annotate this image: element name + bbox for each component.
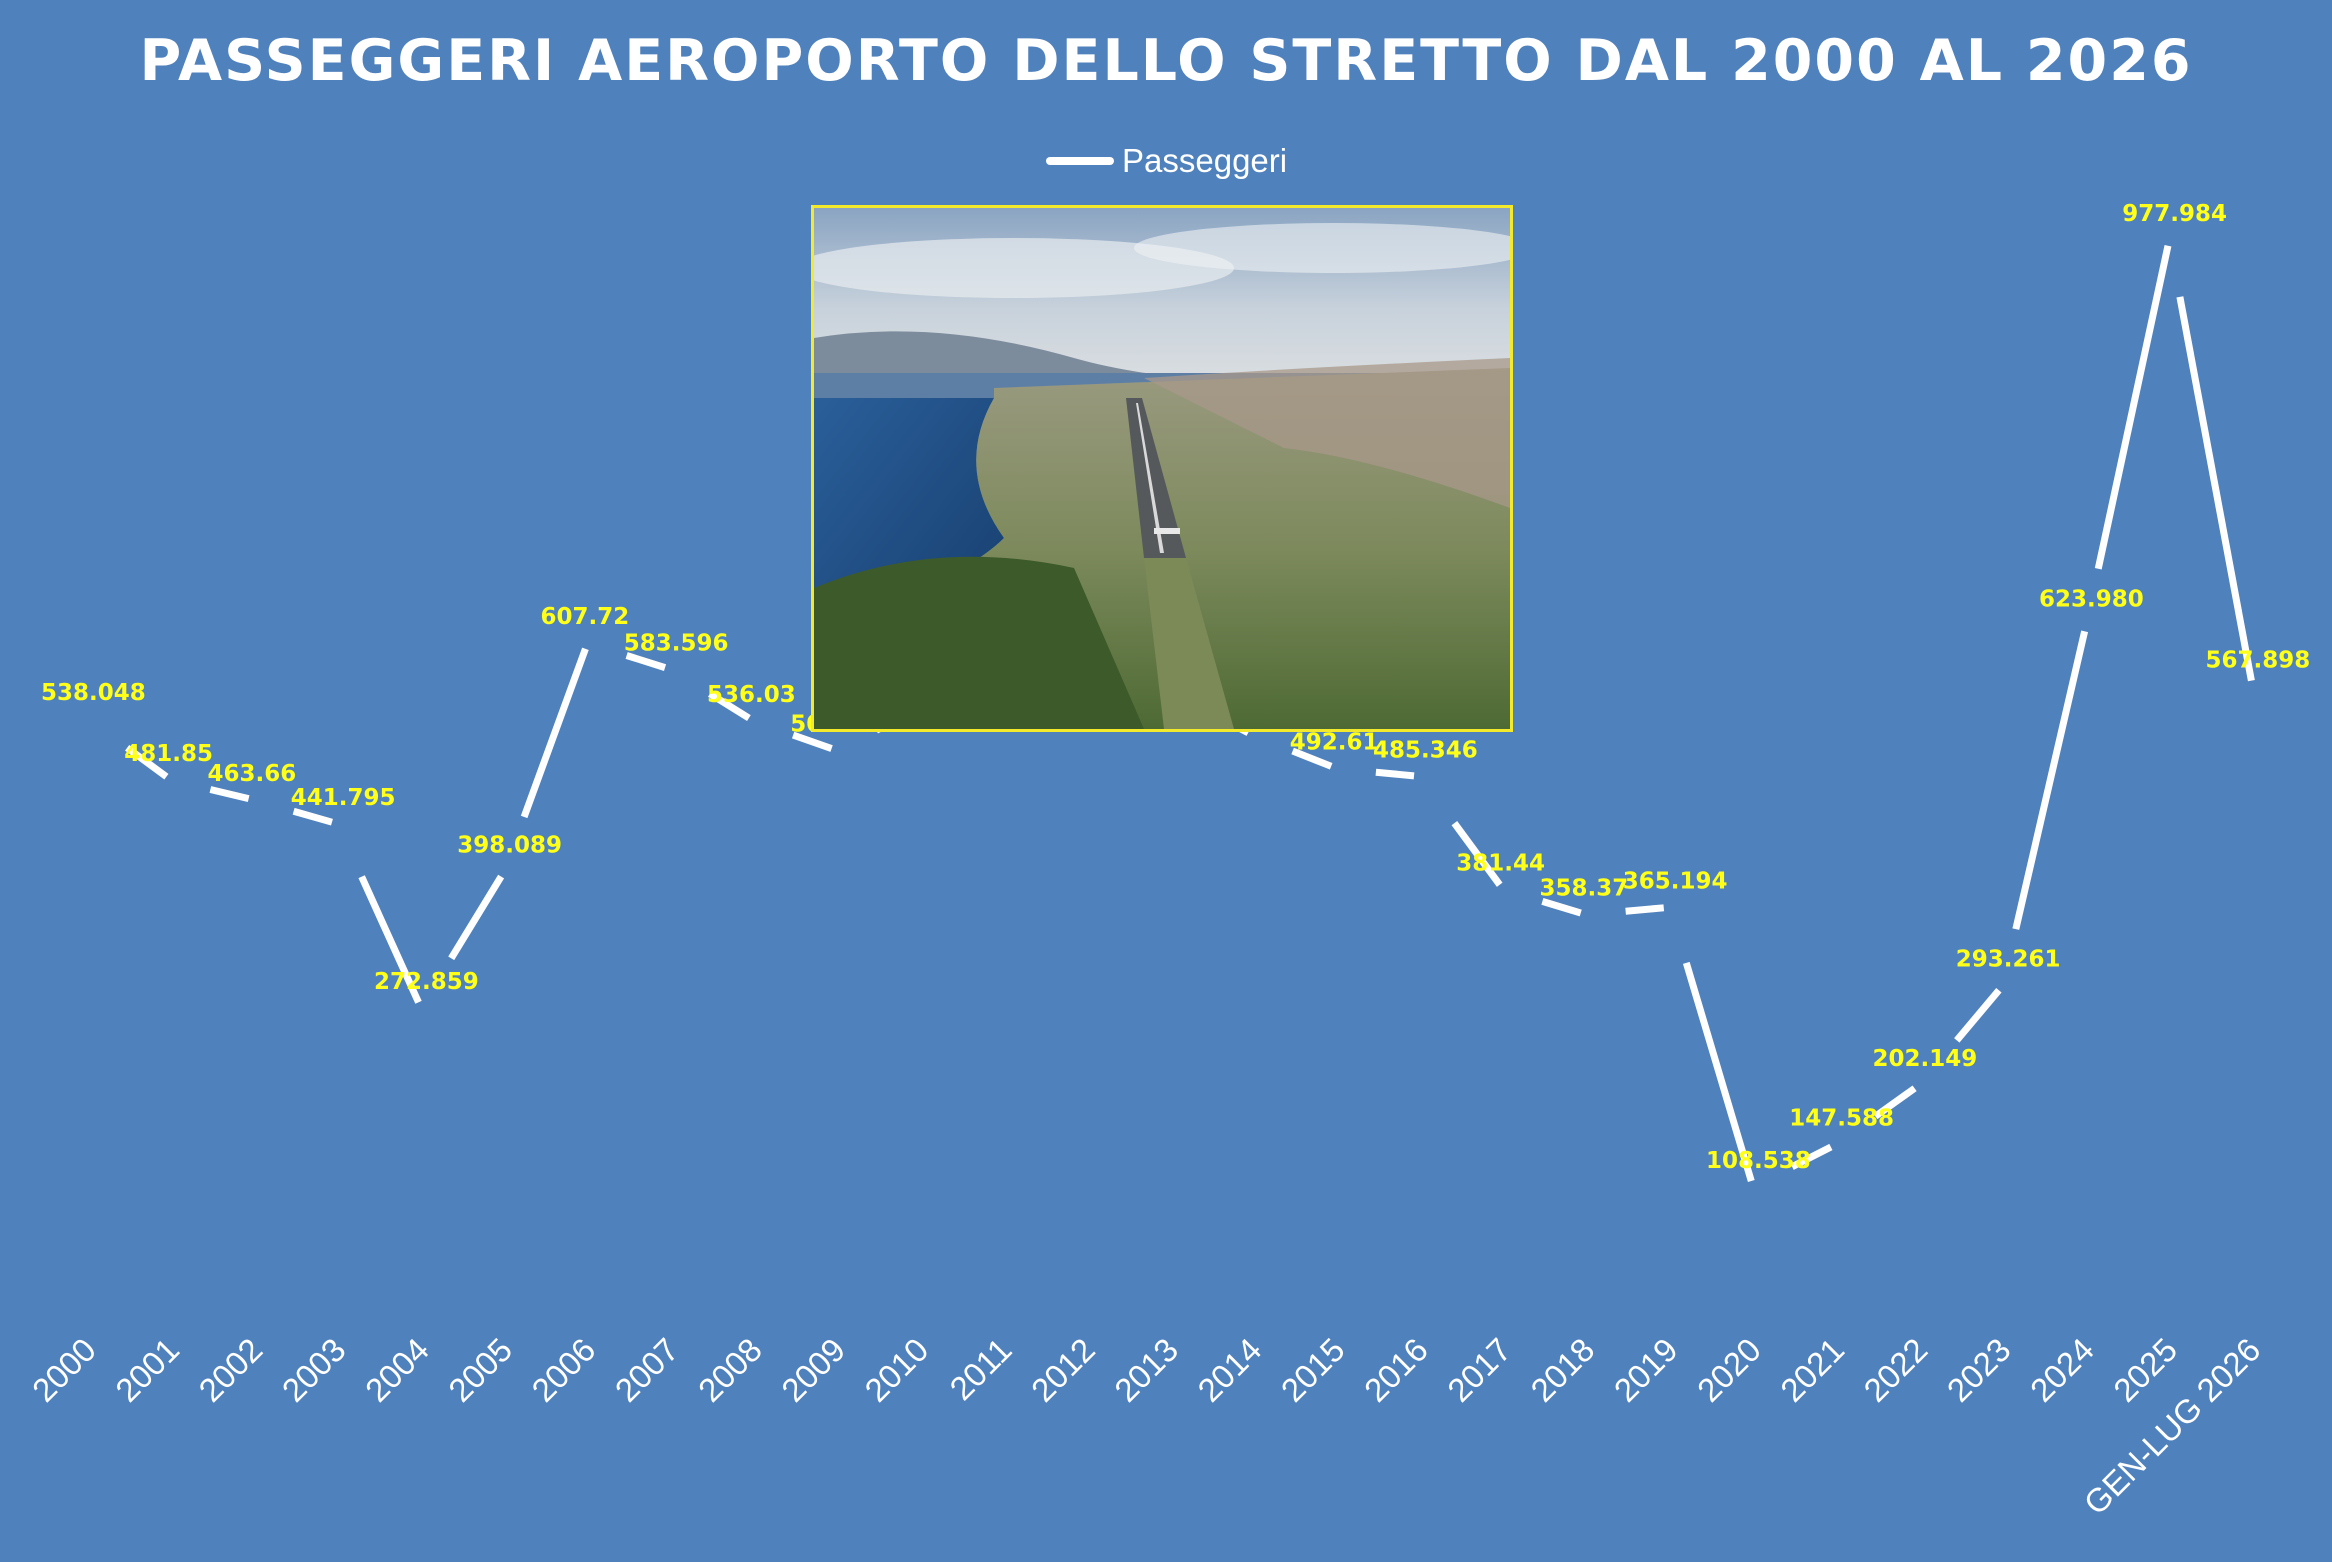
x-tick-label-2011: 2011 (942, 1331, 1018, 1407)
x-tick-label-2008: 2008 (691, 1331, 769, 1409)
line-segment-2 (292, 807, 333, 826)
line-segment-4 (448, 874, 505, 961)
data-label-2006: 607.72 (541, 604, 630, 630)
line-segment-15 (1375, 768, 1415, 780)
line-segment-20 (1790, 1143, 1833, 1170)
x-tick-label-2006: 2006 (524, 1331, 602, 1409)
x-tick-label-2019: 2019 (1607, 1331, 1685, 1409)
x-tick-label-2002: 2002 (191, 1331, 269, 1409)
x-tick-label-2018: 2018 (1523, 1331, 1601, 1409)
line-segment-21 (1873, 1085, 1917, 1120)
x-tick-label-2007: 2007 (608, 1331, 686, 1409)
line-segment-23 (2012, 630, 2089, 930)
line-segment-17 (1541, 898, 1582, 917)
x-tick-label-2017: 2017 (1440, 1331, 1518, 1409)
x-tick-label-2010: 2010 (857, 1331, 935, 1409)
x-tick-label-2025: 2025 (2106, 1331, 2184, 1409)
x-tick-label-2024: 2024 (2023, 1331, 2101, 1409)
data-label-2019: 365.194 (1623, 868, 1728, 894)
x-tick-label-2022: 2022 (1856, 1331, 1934, 1409)
line-segment-8 (791, 731, 833, 752)
x-tick-label-2014: 2014 (1190, 1331, 1268, 1409)
data-label-2005: 398.089 (457, 832, 562, 858)
data-label-2000: 538.048 (41, 680, 146, 706)
line-segment-18 (1625, 904, 1665, 915)
x-tick-label-2013: 2013 (1107, 1331, 1185, 1409)
x-tick-label-2016: 2016 (1357, 1331, 1435, 1409)
x-tick-label-2005: 2005 (441, 1331, 519, 1409)
data-label-2008: 536.03 (707, 682, 796, 708)
data-label-2004: 272.859 (374, 969, 479, 995)
data-label-2007: 583.596 (624, 630, 729, 656)
line-segment-1 (209, 786, 250, 803)
line-segment-25 (2176, 296, 2255, 682)
x-tick-label-2023: 2023 (1940, 1331, 2018, 1409)
data-label-2016: 485.346 (1373, 737, 1478, 763)
data-label-2024: 623.980 (2039, 586, 2144, 612)
x-tick-label-2020: 2020 (1690, 1331, 1768, 1409)
data-label-2015: 492.61 (1290, 730, 1379, 756)
data-label-2022: 202.149 (1873, 1046, 1978, 1072)
data-label-gen-lug-2026: 567.898 (2206, 648, 2311, 674)
x-tick-label-2001: 2001 (108, 1331, 186, 1409)
data-label-2001: 481.85 (124, 741, 213, 767)
data-label-2021: 147.588 (1789, 1105, 1894, 1131)
line-segment-6 (625, 652, 667, 671)
data-label-2025: 977.984 (2122, 201, 2227, 227)
x-tick-label-2015: 2015 (1274, 1331, 1352, 1409)
line-segment-16 (1451, 821, 1503, 887)
legend-line-swatch (1046, 157, 1114, 165)
x-tick-label-2003: 2003 (275, 1331, 353, 1409)
x-tick-label-2004: 2004 (358, 1331, 436, 1409)
line-segment-14 (1291, 747, 1333, 770)
drop-lines (86, 239, 2254, 1305)
line-segment-24 (2094, 245, 2172, 570)
data-label-2002: 463.66 (208, 761, 297, 787)
x-tick-label-2012: 2012 (1024, 1331, 1102, 1409)
airport-runway-photo (811, 205, 1513, 732)
chart-title: PASSEGGERI AEROPORTO DELLO STRETTO DAL 2… (139, 28, 2193, 94)
x-tick-label-2021: 2021 (1773, 1331, 1851, 1409)
data-label-2003: 441.795 (291, 785, 396, 811)
line-segment-5 (520, 647, 589, 819)
x-axis-tick-labels: 2000 2001 2002 2003 2004 2005 2006 2007 2008 2009… (25, 1331, 2268, 1522)
data-label-2020: 108.538 (1706, 1148, 1811, 1174)
x-tick-label-2009: 2009 (774, 1331, 852, 1409)
line-segment-0 (125, 744, 169, 780)
line-segment-22 (1954, 987, 2002, 1043)
data-label-2017: 381.44 (1456, 851, 1545, 877)
line-segment-7 (708, 690, 751, 722)
legend: Passeggeri (1046, 142, 1287, 180)
x-tick-label-2000: 2000 (25, 1331, 103, 1409)
legend-label: Passeggeri (1122, 142, 1288, 179)
line-segment-3 (358, 875, 422, 1004)
line-segment-19 (1682, 961, 1755, 1183)
data-label-2023: 293.261 (1956, 947, 2061, 973)
data-label-2018: 358.37 (1540, 876, 1629, 902)
